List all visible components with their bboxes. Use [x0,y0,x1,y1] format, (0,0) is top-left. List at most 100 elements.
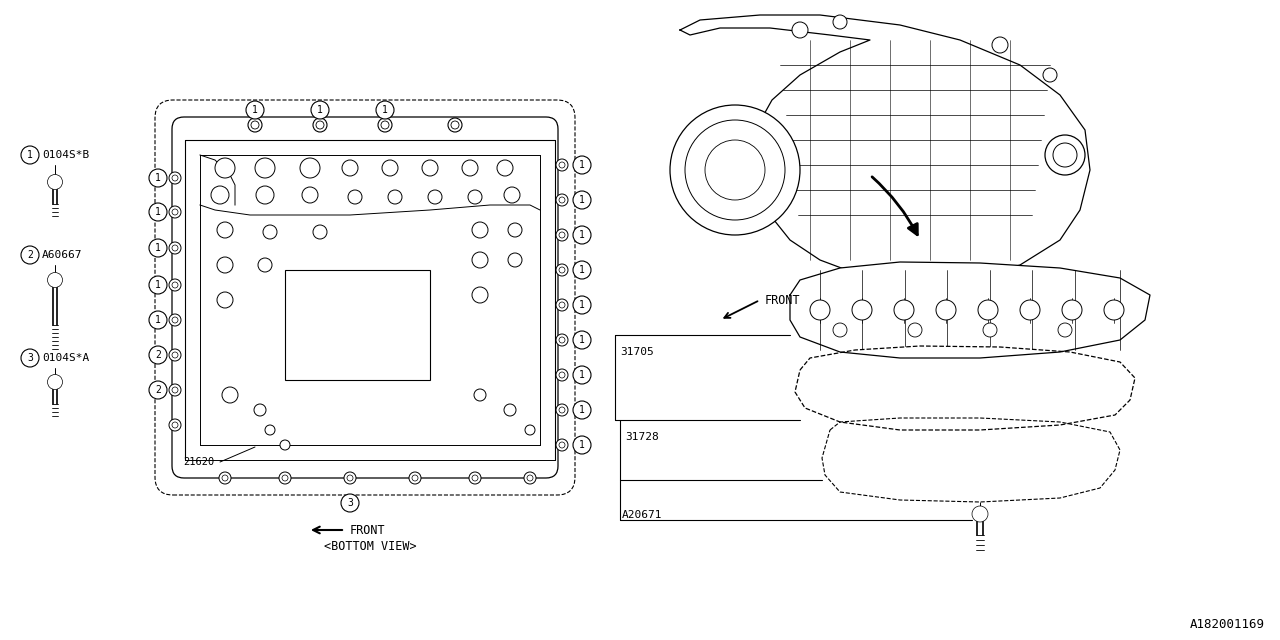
Circle shape [1059,323,1073,337]
Circle shape [525,425,535,435]
Text: 1: 1 [155,207,161,217]
Circle shape [972,506,988,522]
Circle shape [833,323,847,337]
Circle shape [218,257,233,273]
Circle shape [412,475,419,481]
Circle shape [792,22,808,38]
Circle shape [221,475,228,481]
Circle shape [311,101,329,119]
Circle shape [472,222,488,238]
Circle shape [559,442,564,448]
Circle shape [172,282,178,288]
Text: FRONT: FRONT [765,294,800,307]
Circle shape [20,146,38,164]
Circle shape [255,158,275,178]
Circle shape [508,223,522,237]
Circle shape [279,472,291,484]
Circle shape [422,160,438,176]
Text: 1: 1 [579,160,585,170]
Text: 1: 1 [252,105,259,115]
Text: 2: 2 [155,350,161,360]
Circle shape [172,245,178,251]
Circle shape [556,229,568,241]
Circle shape [381,160,398,176]
Circle shape [410,472,421,484]
Circle shape [20,349,38,367]
Circle shape [1103,300,1124,320]
Circle shape [172,422,178,428]
Circle shape [314,118,326,132]
Circle shape [314,225,326,239]
Text: 1: 1 [579,300,585,310]
Circle shape [169,349,180,361]
Circle shape [573,191,591,209]
Text: 1: 1 [579,195,585,205]
Circle shape [280,440,291,450]
Circle shape [172,175,178,181]
Circle shape [527,475,532,481]
Circle shape [388,190,402,204]
Text: <BOTTOM VIEW>: <BOTTOM VIEW> [324,541,416,554]
Circle shape [49,376,61,388]
Circle shape [172,209,178,215]
Circle shape [556,299,568,311]
Circle shape [936,300,956,320]
Text: A20671: A20671 [622,510,663,520]
Circle shape [256,186,274,204]
Polygon shape [795,346,1135,430]
Circle shape [20,246,38,264]
Circle shape [992,37,1009,53]
Text: 3: 3 [347,498,353,508]
Text: A182001169: A182001169 [1190,618,1265,632]
Circle shape [381,121,389,129]
Circle shape [908,323,922,337]
Circle shape [169,242,180,254]
Circle shape [316,121,324,129]
Circle shape [47,175,63,189]
Text: 21620: 21620 [183,457,214,467]
Circle shape [218,222,233,238]
Circle shape [468,190,483,204]
Circle shape [49,176,61,188]
Circle shape [221,387,238,403]
Circle shape [448,118,462,132]
Text: 1: 1 [155,280,161,290]
Circle shape [474,389,486,401]
Circle shape [376,101,394,119]
Circle shape [169,279,180,291]
Text: 1: 1 [27,150,33,160]
Circle shape [556,369,568,381]
Circle shape [573,261,591,279]
Circle shape [705,140,765,200]
Circle shape [559,407,564,413]
Circle shape [669,105,800,235]
Circle shape [148,381,166,399]
Circle shape [556,439,568,451]
Circle shape [504,187,520,203]
Circle shape [148,346,166,364]
Circle shape [810,300,829,320]
Circle shape [248,118,262,132]
Circle shape [573,331,591,349]
Circle shape [462,160,477,176]
Circle shape [169,314,180,326]
Text: 1: 1 [155,315,161,325]
Text: 2: 2 [27,250,33,260]
Circle shape [559,302,564,308]
Polygon shape [822,418,1120,502]
Text: 0104S*A: 0104S*A [42,353,90,363]
Circle shape [1053,143,1076,167]
Circle shape [172,317,178,323]
Circle shape [47,374,63,390]
Circle shape [300,158,320,178]
Circle shape [573,296,591,314]
Text: 31728: 31728 [625,432,659,442]
FancyBboxPatch shape [155,100,575,495]
Text: 1: 1 [579,335,585,345]
Text: 1: 1 [579,440,585,450]
Circle shape [559,267,564,273]
Circle shape [148,311,166,329]
Circle shape [348,190,362,204]
Polygon shape [790,262,1149,358]
Circle shape [172,352,178,358]
